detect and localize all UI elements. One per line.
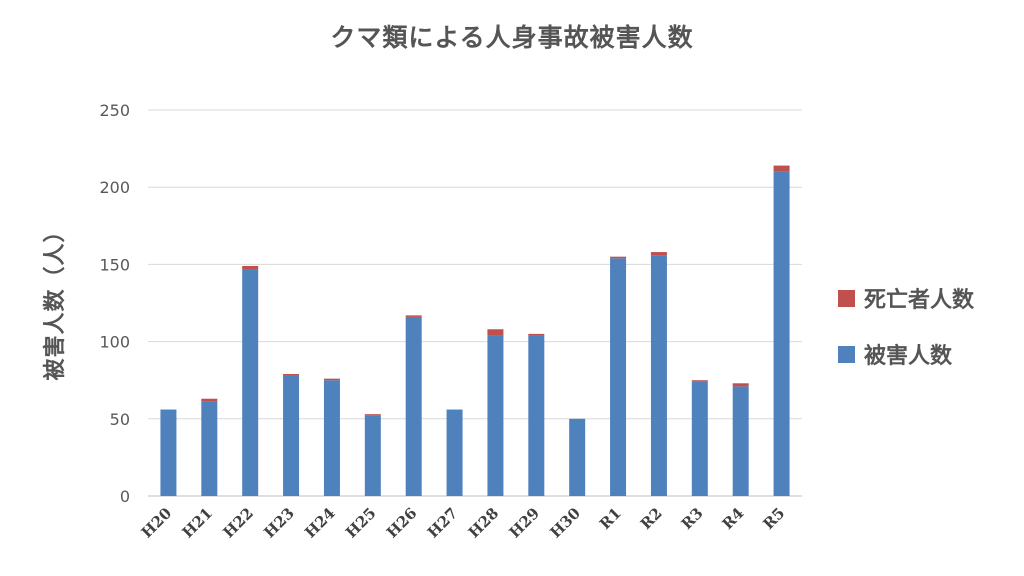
y-tick-label: 250 <box>99 101 130 120</box>
x-tick-label: H24 <box>301 504 339 542</box>
x-tick-label: R3 <box>678 504 707 533</box>
bar-deaths <box>610 256 627 259</box>
y-tick-label: 50 <box>110 410 130 429</box>
bar-deaths <box>323 378 340 381</box>
bar-injuries <box>610 258 627 496</box>
x-tick-label: R2 <box>637 504 666 533</box>
x-tick-label: H28 <box>465 504 503 542</box>
bar-deaths <box>650 252 667 256</box>
bar-injuries <box>528 335 545 496</box>
bar-deaths <box>528 333 545 336</box>
bar-deaths <box>201 398 218 402</box>
x-tick-label: H20 <box>138 504 176 542</box>
y-tick-label: 0 <box>120 487 130 506</box>
bar-injuries <box>201 401 218 496</box>
x-tick-label: R5 <box>759 504 788 533</box>
legend-item-deaths: 死亡者人数 <box>838 280 974 316</box>
bar-injuries <box>569 418 586 496</box>
bar-injuries <box>732 386 749 496</box>
bar-injuries <box>773 171 790 496</box>
x-tick-label: H27 <box>424 504 462 542</box>
x-tick-label: R4 <box>719 504 748 533</box>
bar-injuries <box>487 335 504 496</box>
bar-injuries <box>405 316 422 496</box>
x-tick-label: H23 <box>260 504 298 542</box>
bar-injuries <box>160 409 177 496</box>
y-tick-label: 150 <box>99 255 130 274</box>
bar-injuries <box>283 375 300 496</box>
bar-deaths <box>691 380 708 382</box>
legend-swatch-deaths <box>838 289 855 307</box>
bar-deaths <box>405 315 422 317</box>
x-tick-label: H21 <box>179 504 217 542</box>
bar-injuries <box>446 409 463 496</box>
bar-injuries <box>650 255 667 496</box>
bar-injuries <box>364 415 381 496</box>
bar-deaths <box>242 265 259 270</box>
legend-item-injuries: 被害人数 <box>838 336 974 372</box>
x-tick-label: H29 <box>506 504 544 542</box>
bar-injuries <box>242 269 259 496</box>
x-tick-label: R1 <box>596 504 625 533</box>
x-tick-label: H22 <box>220 504 258 542</box>
x-tick-label: H25 <box>342 504 380 542</box>
x-tick-label: H30 <box>547 504 585 542</box>
legend-swatch-injuries <box>838 345 855 363</box>
legend-label-deaths: 死亡者人数 <box>864 288 975 313</box>
bar-injuries <box>323 380 340 496</box>
bar-injuries <box>691 381 708 496</box>
bar-deaths <box>487 329 504 336</box>
bar-deaths <box>732 383 749 387</box>
legend-label-injuries: 被害人数 <box>864 344 953 369</box>
chart-title: クマ類による人身事故被害人数 <box>330 23 694 52</box>
bar-deaths <box>283 374 300 376</box>
bar-deaths <box>364 414 381 416</box>
y-tick-label: 200 <box>99 178 130 197</box>
legend: 死亡者人数 被害人数 <box>838 280 974 392</box>
x-tick-label: H26 <box>383 504 421 542</box>
bar-deaths <box>773 165 790 172</box>
y-tick-label: 100 <box>99 333 130 352</box>
